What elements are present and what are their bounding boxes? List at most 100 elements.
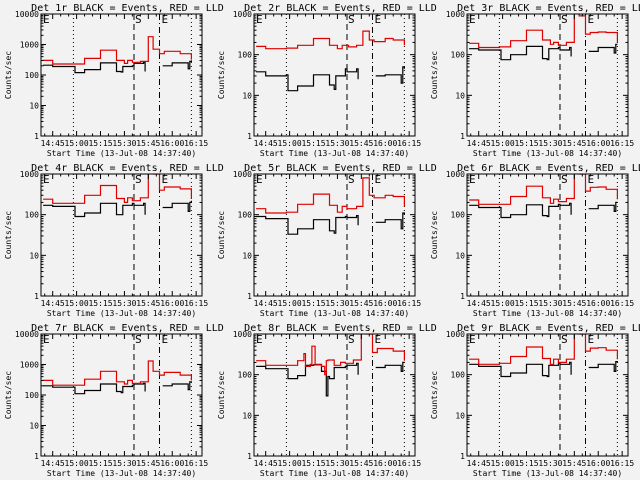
events-series-line [43,381,192,395]
x-tick-label: 15:00 [278,299,302,308]
y-tick-label: 1 [247,132,252,141]
y-tick-label: 10 [29,422,39,431]
marker-label: S [561,333,568,346]
x-tick-label: 14:45 [41,459,65,468]
x-tick-label: 14:45 [41,139,65,148]
x-tick-label: 14:45 [467,299,491,308]
marker-label: E [469,333,476,346]
x-tick-label: 15:30 [325,139,349,148]
y-tick-label: 1 [34,292,39,301]
y-tick-label: 100 [238,211,253,220]
x-tick-label: 15:00 [278,139,302,148]
y-tick-label: 100 [451,211,466,220]
x-tick-label: 15:45 [349,459,373,468]
y-tick-label: 1 [34,452,39,461]
axes-frame [40,333,203,457]
marker-label: E [256,13,263,26]
lld-series-line [469,334,618,365]
marker-label: S [561,173,568,186]
x-tick-label: 15:15 [301,459,325,468]
panel-title: Det 3r BLACK = Events, RED = LLD [457,3,640,14]
x-axis-label: Start Time (13-Jul-08 14:37:40) [260,469,409,478]
x-tick-label: 15:00 [65,299,89,308]
y-tick-label: 1 [460,132,465,141]
x-tick-label: 15:15 [88,139,112,148]
y-tick-label: 1 [247,292,252,301]
marker-label: E [43,173,50,186]
y-axis-label: Counts/sec [217,211,226,259]
y-axis-label: Counts/sec [217,51,226,99]
lld-series-line [469,174,618,205]
lld-series-line [43,360,192,386]
x-tick-label: 15:15 [514,139,538,148]
y-tick-label: 10 [29,102,39,111]
panel-title: Det 1r BLACK = Events, RED = LLD [31,3,224,14]
y-tick-label: 10 [455,411,465,420]
x-tick-label: 14:45 [254,139,278,148]
marker-label: E [374,13,381,26]
y-tick-label: 10000 [15,10,39,19]
x-tick-label: 16:15 [184,139,208,148]
events-series-line [43,60,192,74]
x-axis-label: Start Time (13-Jul-08 14:37:40) [260,309,409,318]
x-tick-label: 16:15 [184,459,208,468]
y-axis-label: Counts/sec [430,371,439,419]
x-tick-label: 15:15 [88,459,112,468]
x-tick-label: 16:00 [373,459,397,468]
x-tick-label: 15:00 [491,459,515,468]
x-axis-label: Start Time (13-Jul-08 14:37:40) [47,149,196,158]
x-tick-label: 15:00 [278,459,302,468]
y-axis-label: Counts/sec [430,51,439,99]
lld-series-line [43,36,192,65]
x-tick-label: 15:45 [136,139,160,148]
x-tick-label: 16:00 [586,299,610,308]
panel-title: Det 5r BLACK = Events, RED = LLD [244,163,437,174]
x-tick-label: 15:45 [562,139,586,148]
x-tick-label: 14:45 [467,459,491,468]
x-tick-label: 15:45 [562,459,586,468]
x-tick-label: 15:00 [65,459,89,468]
marker-label: S [135,173,142,186]
y-axis-label: Counts/sec [4,211,13,259]
x-tick-label: 15:15 [88,299,112,308]
lld-series-line [256,334,405,376]
x-tick-label: 15:45 [136,299,160,308]
axes-frame [253,333,416,457]
marker-label: S [348,13,355,26]
x-tick-label: 15:45 [136,459,160,468]
panel-title: Det 9r BLACK = Events, RED = LLD [457,323,640,334]
x-tick-label: 16:00 [160,299,184,308]
x-tick-label: 15:00 [491,139,515,148]
y-tick-label: 1 [34,132,39,141]
x-tick-label: 15:45 [349,139,373,148]
events-series-line [43,200,192,218]
y-tick-label: 1000 [233,330,252,339]
x-tick-label: 15:30 [538,459,562,468]
x-tick-label: 15:30 [112,299,136,308]
x-tick-label: 14:45 [254,299,278,308]
x-tick-label: 16:00 [586,459,610,468]
y-tick-label: 10 [242,411,252,420]
y-tick-label: 1000 [20,41,39,50]
x-tick-label: 15:45 [349,299,373,308]
y-tick-label: 100 [25,71,40,80]
y-tick-label: 100 [238,51,253,60]
marker-label: E [161,333,168,346]
lld-series-line [469,14,618,49]
marker-label: E [587,333,594,346]
x-axis-label: Start Time (13-Jul-08 14:37:40) [473,469,622,478]
marker-label: E [469,13,476,26]
x-tick-label: 14:45 [467,139,491,148]
y-tick-label: 10 [29,251,39,260]
x-tick-label: 15:15 [514,459,538,468]
y-tick-label: 10 [455,251,465,260]
y-tick-label: 1000 [446,10,465,19]
x-tick-label: 15:00 [491,299,515,308]
